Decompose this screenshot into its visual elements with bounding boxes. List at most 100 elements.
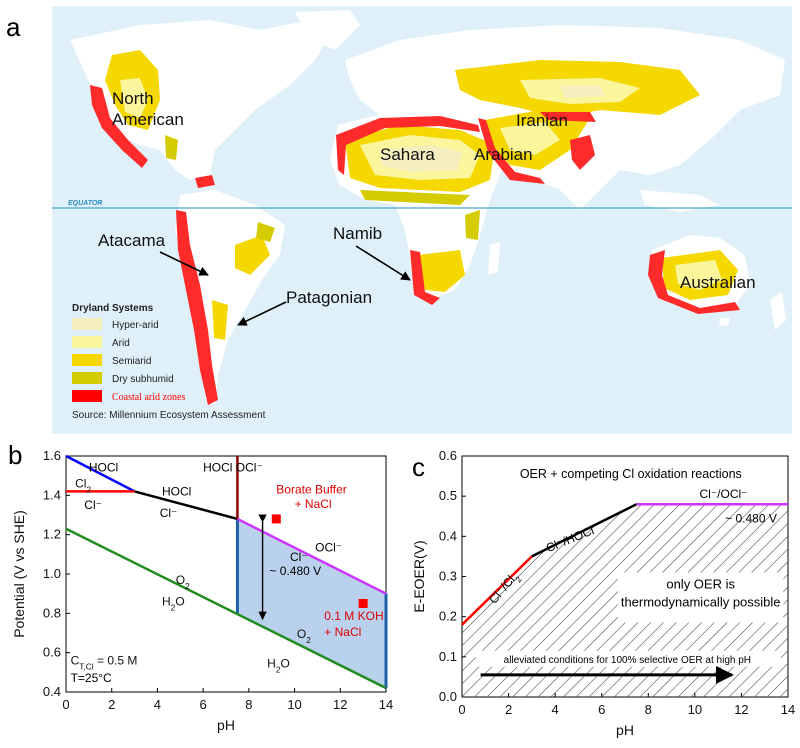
b-ytick-label-4: 1.2: [43, 527, 61, 542]
b-point-1: [358, 599, 368, 608]
sa-semiarid: [235, 235, 270, 275]
chart-b: 0 2 4 6 8 10 12 14 0.4 0.6 0.8 1.0 1.2 1.4 1.6 pH Potent…: [11, 448, 393, 733]
region-patagonian: Patagonian: [286, 288, 372, 307]
patagonia-semiarid: [212, 300, 228, 340]
na-arid: [120, 78, 148, 118]
arabia-arid: [500, 122, 560, 155]
legend-swatch-semiarid: [72, 354, 102, 366]
c-ytick-label-3: 0.3: [439, 569, 457, 584]
b-ytick-label-2: 0.8: [43, 605, 61, 620]
b-ytick-label-1: 0.6: [43, 645, 61, 660]
sa-coastal: [176, 210, 218, 405]
c-label-box-1: only OER is: [666, 577, 735, 592]
b-label-span: ~ 0.480 V: [269, 564, 321, 578]
asia-hyperarid: [560, 86, 605, 98]
new-zealand: [770, 292, 786, 330]
b-label-koh-2: + NaCl: [324, 625, 361, 639]
panel-label-c: c: [412, 452, 425, 482]
na-subhumid: [165, 135, 178, 160]
b-xtick-label-5: 10: [287, 697, 301, 712]
b-ytick-label-6: 1.6: [43, 448, 61, 463]
namib-coastal: [410, 250, 440, 305]
b-label-temp: T=25°C: [71, 671, 112, 685]
indonesia: [640, 190, 720, 212]
b-label-koh-1: 0.1 M KOH: [324, 609, 383, 623]
c-series-line-1: [531, 503, 638, 558]
namib-semiarid: [418, 250, 465, 292]
c-xtick-label-4: 8: [645, 702, 652, 717]
madagascar: [488, 242, 500, 275]
region-north-american-1: North: [112, 89, 154, 108]
c-ytick-label-4: 0.4: [439, 528, 457, 543]
c-ytick-label-6: 0.6: [439, 448, 457, 463]
b-series-line-0: [65, 454, 136, 493]
region-sahara: Sahara: [380, 145, 435, 164]
arabia-coastal: [478, 118, 545, 184]
c-label-box-2: thermodynamically possible: [621, 595, 781, 610]
b-label-h2o-left: H2O: [162, 594, 185, 612]
legend-subhumid: Dry subhumid: [112, 374, 174, 385]
b-xtick-label-2: 4: [154, 697, 161, 712]
c-xtick-label-1: 2: [505, 702, 512, 717]
c-xtick-label-3: 6: [598, 702, 605, 717]
equator-label: EQUATOR: [68, 200, 102, 207]
b-label-cl-right: Cl⁻: [290, 550, 308, 564]
legend-title: Dryland Systems: [72, 303, 154, 314]
b-ylabel: Potential (V vs SHE): [11, 510, 27, 638]
b-point-0: [271, 514, 281, 524]
panel-label-a: a: [6, 12, 21, 42]
b-xtick-label-7: 14: [379, 697, 393, 712]
c-arrow-text-bg: [475, 650, 782, 667]
b-series-line-2: [134, 490, 238, 521]
legend-semiarid: Semiarid: [112, 356, 151, 367]
legend-swatch-subhumid: [72, 372, 102, 384]
region-north-american-2: American: [112, 110, 184, 129]
c-xtick-label-0: 0: [458, 702, 465, 717]
b-label-o2-left: O2: [176, 573, 190, 591]
b-xtick-label-6: 12: [333, 697, 347, 712]
b-label-cl-mid: Cl⁻: [160, 506, 178, 520]
na-coastal: [90, 85, 148, 168]
b-series-line-5: [65, 527, 387, 690]
c-label-title: OER + competing Cl oxidation reactions: [520, 467, 742, 481]
b-xlabel: pH: [217, 717, 235, 733]
c-label-arrow: alleviated conditions for 100% selective…: [504, 655, 751, 666]
region-namib: Namib: [333, 224, 382, 243]
c-ytick-label-0: 0.0: [439, 689, 457, 704]
sahel-subhumid: [360, 190, 470, 205]
b-label-cl2: Cl2: [75, 476, 91, 494]
region-australian: Australian: [680, 273, 756, 292]
legend-swatch-coastal: [72, 390, 102, 402]
b-label-borate-1: Borate Buffer: [276, 482, 347, 496]
c-ytick-label-1: 0.1: [439, 649, 457, 664]
b-shaded-region: [237, 518, 386, 689]
legend-source: Source: Millennium Ecosystem Assessment: [72, 410, 266, 421]
aus-arid: [675, 260, 722, 290]
b-label-borate-2: + NaCl: [295, 497, 332, 511]
tasmania: [719, 318, 730, 326]
b-xtick-label-3: 6: [200, 697, 207, 712]
caribbean-coastal: [195, 175, 215, 188]
world-map: EQUATOR North American Sahara Arabian Ir…: [52, 6, 792, 434]
greenland: [295, 10, 360, 50]
b-label-o2-right: O2: [297, 627, 311, 645]
b-xtick-label-4: 8: [245, 697, 252, 712]
region-atacama: Atacama: [98, 231, 166, 250]
map-legend: Dryland Systems Hyper-arid Arid Semiarid…: [72, 303, 266, 421]
c-xlabel: pH: [616, 722, 634, 738]
c-xtick-label-5: 10: [688, 702, 702, 717]
b-label-h2o-right: H2O: [267, 656, 290, 674]
legend-coastal: Coastal arid zones: [112, 392, 185, 403]
c-box-bg: [618, 572, 784, 623]
india-coastal: [570, 135, 595, 170]
c-series-line-0: [461, 555, 533, 626]
b-xtick-label-0: 0: [62, 697, 69, 712]
c-ytick-label-5: 0.5: [439, 488, 457, 503]
b-label-hocl-mid: HOCl: [162, 484, 191, 498]
b-label-conc: CT,Cl = 0.5 M: [71, 653, 138, 671]
legend-arid: Arid: [112, 338, 130, 349]
c-xtick-label-7: 14: [781, 702, 795, 717]
atacama-arrow: [159, 251, 209, 276]
legend-swatch-arid: [72, 336, 102, 348]
